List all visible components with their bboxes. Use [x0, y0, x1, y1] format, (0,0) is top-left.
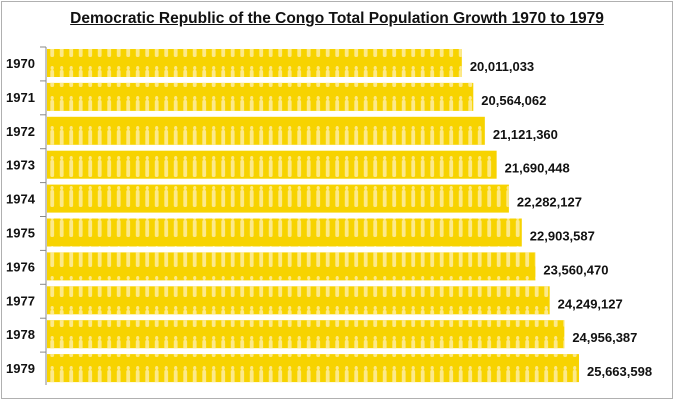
value-label-1975: 22,903,587 [530, 229, 595, 244]
bar-pattern-1972 [47, 116, 485, 145]
bar-pattern-1973 [47, 150, 497, 179]
bar-pattern-1976 [47, 252, 536, 281]
bar-pattern-1971 [47, 82, 474, 111]
value-label-1979: 25,663,598 [587, 364, 652, 379]
category-label-1974: 1974 [6, 192, 36, 207]
bar-pattern-1979 [47, 354, 579, 383]
bar-pattern-1977 [47, 286, 550, 315]
category-label-1970: 1970 [6, 56, 35, 71]
category-label-1973: 1973 [6, 158, 35, 173]
value-label-1970: 20,011,033 [470, 59, 534, 74]
category-label-1979: 1979 [6, 361, 35, 376]
category-label-1977: 1977 [6, 293, 35, 308]
category-label-1978: 1978 [6, 327, 35, 342]
category-label-1972: 1972 [6, 124, 35, 139]
value-label-1971: 20,564,062 [481, 93, 546, 108]
value-label-1973: 21,690,448 [505, 161, 570, 176]
value-label-1976: 23,560,470 [543, 262, 608, 277]
value-label-1972: 21,121,360 [493, 127, 558, 142]
bar-pattern-1970 [47, 49, 462, 77]
value-label-1978: 24,956,387 [572, 330, 637, 345]
bar-pattern-1975 [47, 218, 522, 247]
value-label-1974: 22,282,127 [517, 195, 582, 210]
category-label-1971: 1971 [6, 90, 35, 105]
bar-pattern-1978 [47, 320, 565, 349]
bar-pattern-1974 [47, 184, 509, 213]
value-label-1977: 24,249,127 [558, 296, 623, 311]
category-label-1976: 1976 [6, 259, 35, 274]
chart-title: Democratic Republic of the Congo Total P… [70, 10, 604, 27]
category-label-1975: 1975 [6, 226, 35, 241]
